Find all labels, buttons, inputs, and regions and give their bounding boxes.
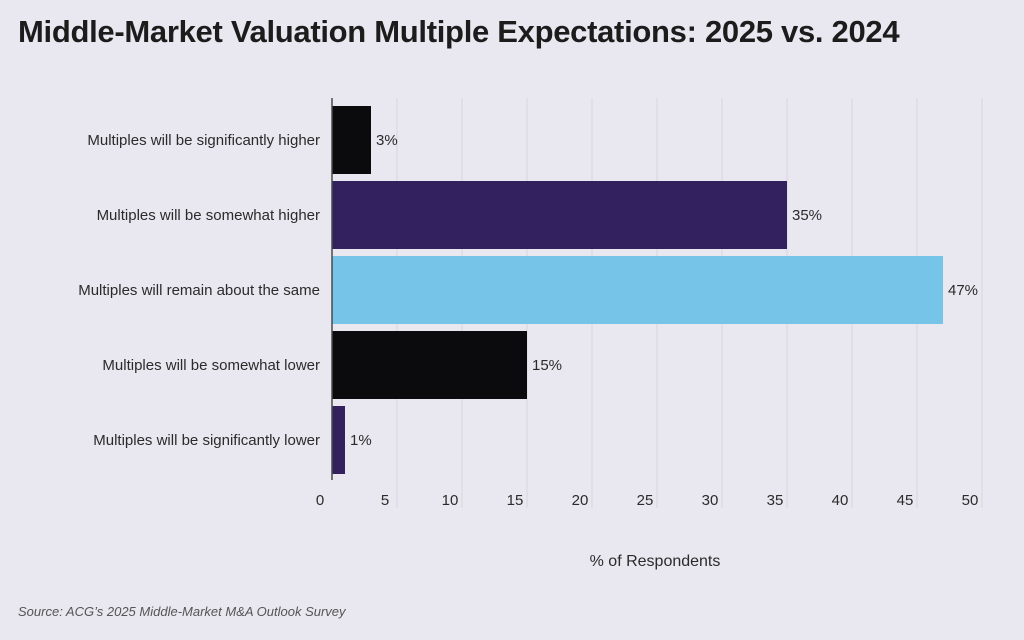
x-axis-title: % of Respondents [590, 553, 721, 570]
source-note: Source: ACG’s 2025 Middle-Market M&A Out… [18, 604, 346, 619]
x-tick-label: 5 [381, 492, 389, 509]
data-label: 47% [948, 282, 978, 299]
category-label: Multiples will remain about the same [78, 282, 320, 299]
category-label: Multiples will be significantly lower [93, 432, 320, 449]
x-tick-label: 0 [316, 492, 324, 509]
x-tick-label: 10 [442, 492, 459, 509]
x-tick-label: 20 [572, 492, 589, 509]
x-tick-label: 50 [962, 492, 979, 509]
data-label: 3% [376, 132, 398, 149]
labels: 0 5 10 15 20 25 30 35 40 45 50 Multiples will be si… [78, 132, 978, 509]
category-label: Multiples will be significantly higher [87, 132, 320, 149]
bar [332, 406, 345, 474]
x-tick-label: 30 [702, 492, 719, 509]
bar [332, 331, 527, 399]
chart-title: Middle-Market Valuation Multiple Expecta… [18, 14, 900, 49]
data-label: 35% [792, 207, 822, 224]
x-tick-label: 35 [767, 492, 784, 509]
category-label: Multiples will be somewhat higher [97, 207, 320, 224]
category-label: Multiples will be somewhat lower [102, 357, 320, 374]
x-tick-label: 25 [637, 492, 654, 509]
data-label: 15% [532, 357, 562, 374]
x-tick-label: 15 [507, 492, 524, 509]
bar [332, 106, 371, 174]
x-tick-label: 40 [832, 492, 849, 509]
bars [332, 106, 943, 474]
data-label: 1% [350, 432, 372, 449]
bar [332, 256, 943, 324]
bar [332, 181, 787, 249]
x-tick-label: 45 [897, 492, 914, 509]
